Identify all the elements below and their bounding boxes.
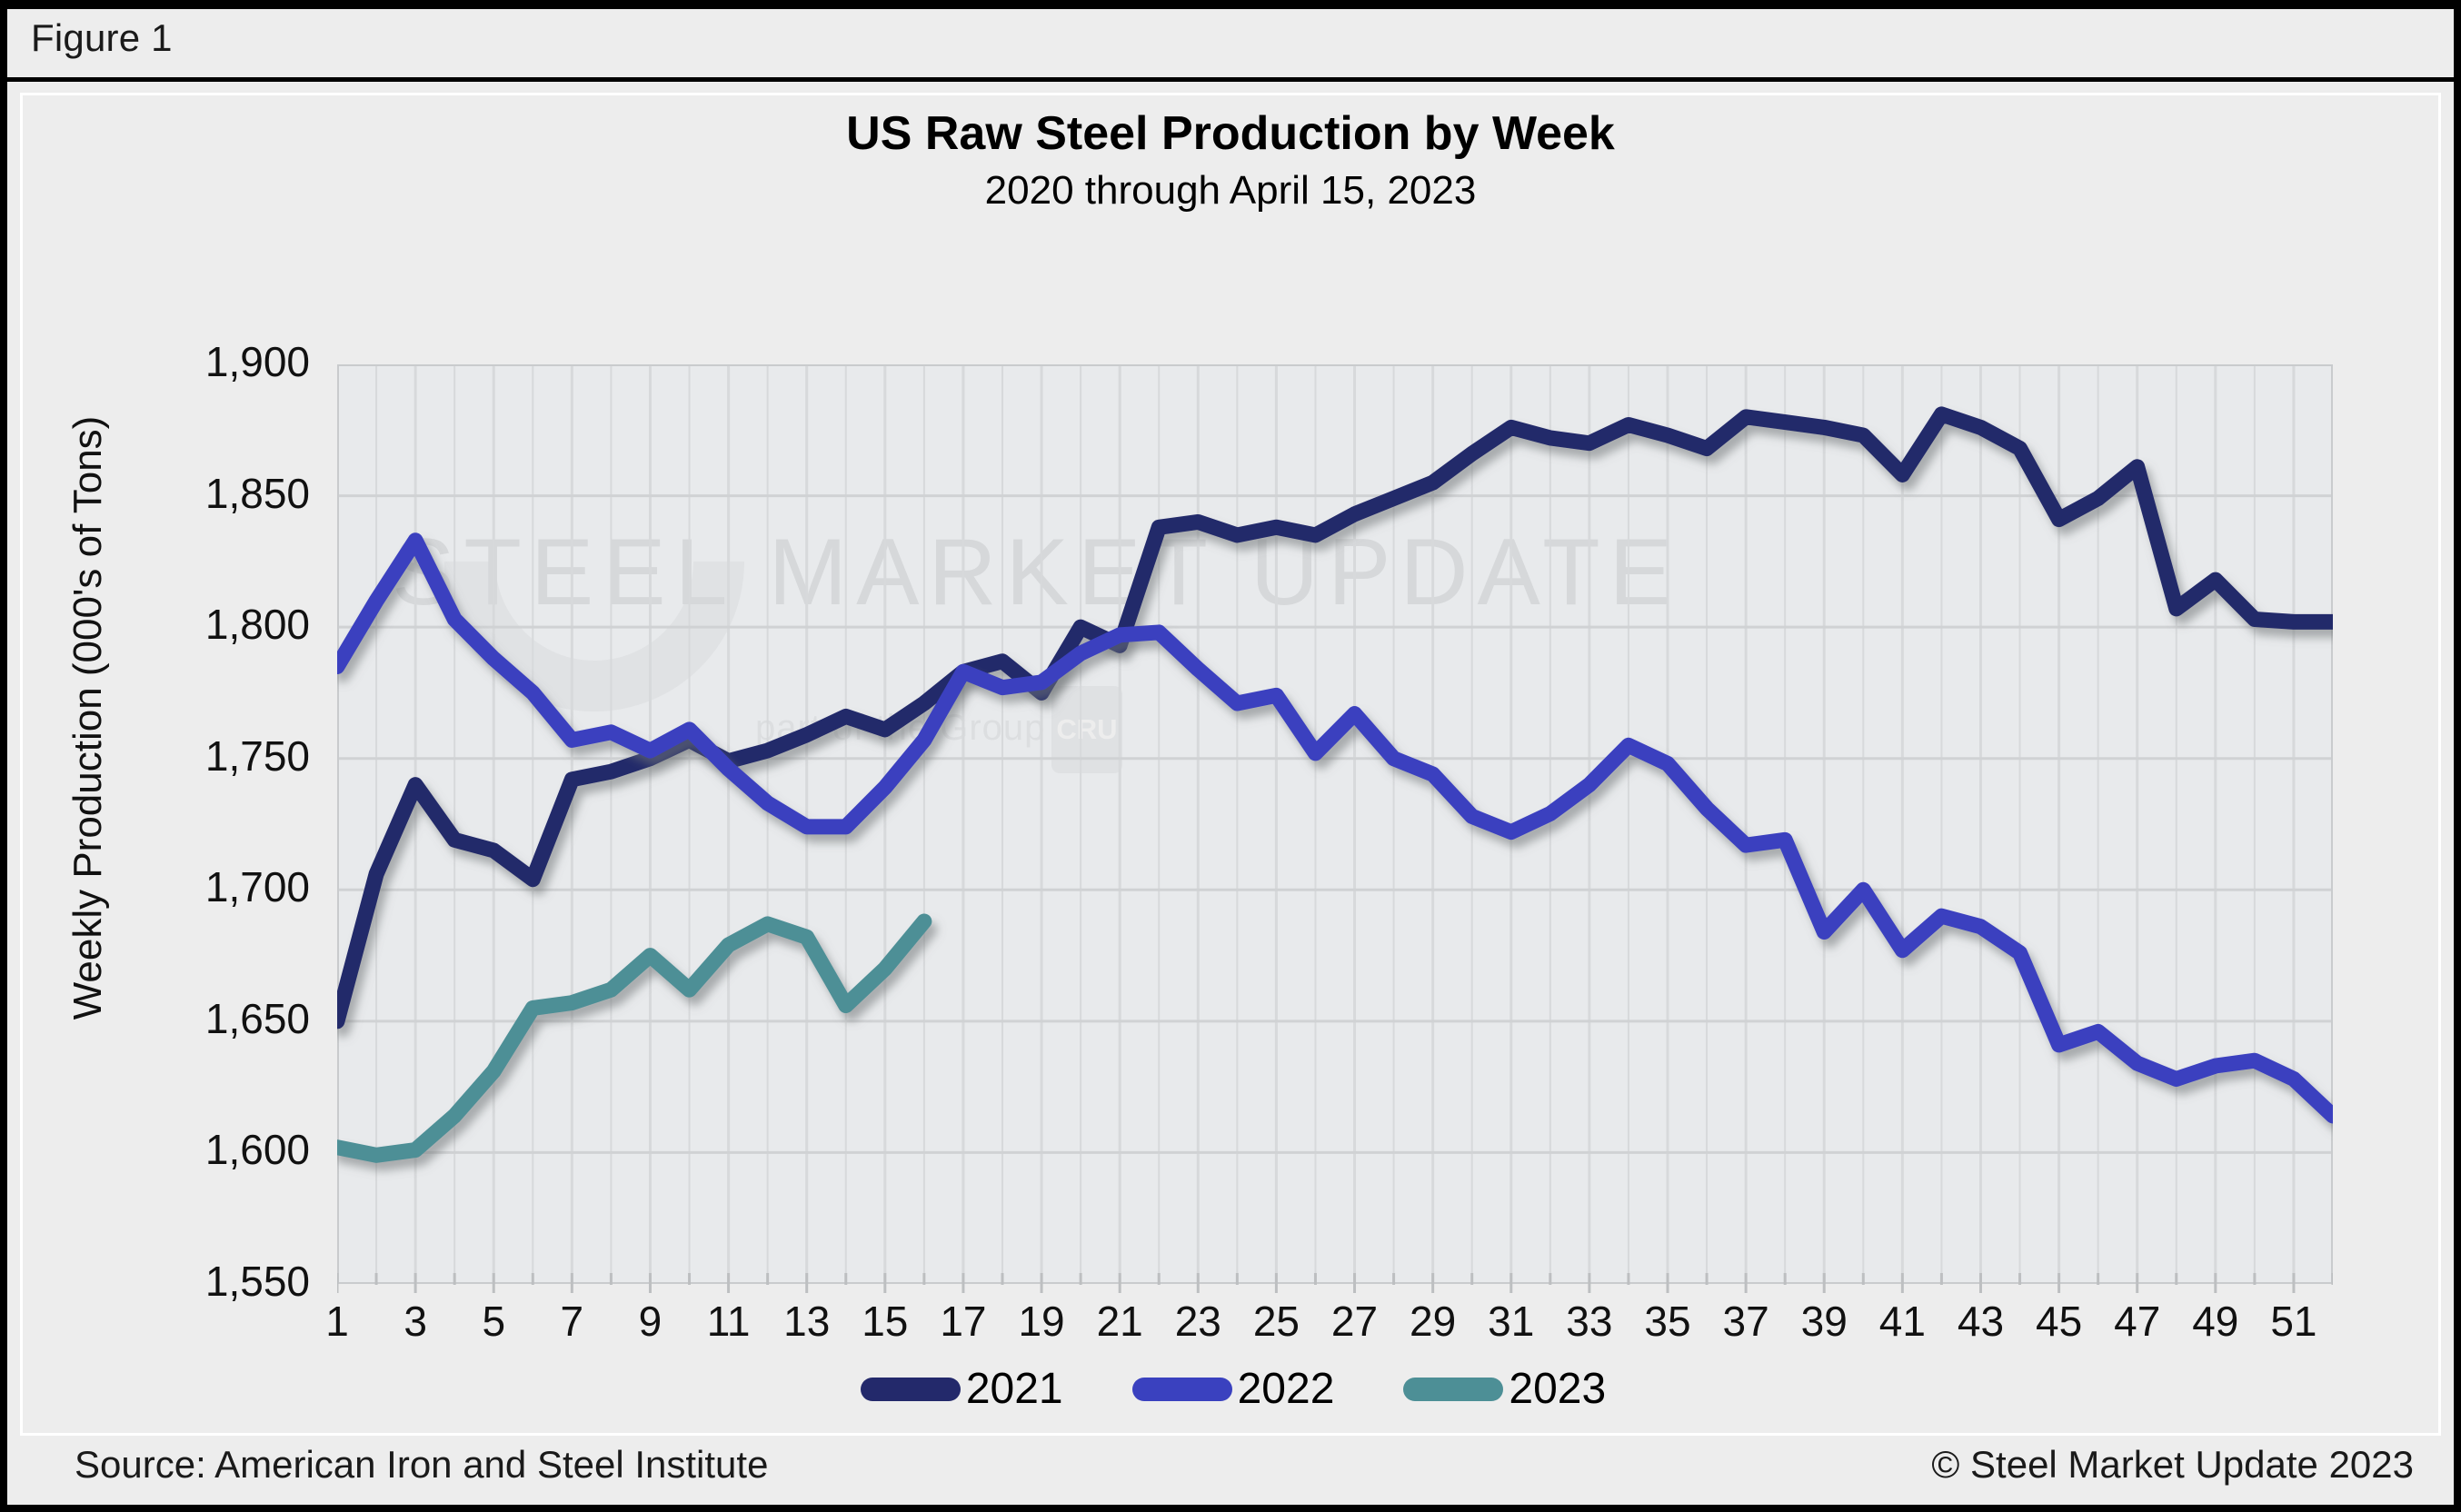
x-tick-label: 1 <box>325 1298 349 1345</box>
x-axis-ticks <box>337 1273 2333 1293</box>
gridlines <box>337 364 2333 1284</box>
plot-wrap: Weekly Production (000's of Tons) 1,900 1… <box>23 95 2444 1438</box>
figure-label: Figure 1 <box>31 16 173 59</box>
legend-item-2022[interactable]: 2022 <box>1131 1364 1335 1414</box>
footer-bar: Source: American Iron and Steel Institut… <box>20 1443 2441 1501</box>
x-tick-label: 35 <box>1644 1298 1691 1345</box>
legend-swatch-2022 <box>1131 1377 1232 1401</box>
x-tick-label: 37 <box>1722 1298 1769 1345</box>
y-axis-tick-labels: 1,900 1,850 1,800 1,750 1,700 1,650 1,600 1,550 <box>23 338 310 1305</box>
x-tick-label: 27 <box>1330 1298 1379 1345</box>
x-tick-label: 17 <box>940 1298 987 1345</box>
x-tick-label: 7 <box>560 1298 584 1345</box>
x-tick-label: 11 <box>706 1298 751 1345</box>
x-tick-label: 5 <box>482 1298 506 1345</box>
copyright-text: © Steel Market Update 2023 <box>1931 1443 2414 1486</box>
y-tick-label: 1,850 <box>204 469 310 517</box>
x-tick-label: 51 <box>2270 1298 2317 1345</box>
x-tick-label: 25 <box>1252 1298 1300 1345</box>
x-tick-label: 43 <box>1957 1298 2005 1345</box>
chart-legend: 2021 2022 2023 <box>23 1364 2444 1414</box>
series-line-2021 <box>337 406 2333 1030</box>
y-tick-label: 1,750 <box>204 731 310 780</box>
x-tick-label: 23 <box>1174 1298 1221 1345</box>
x-tick-label: 39 <box>1800 1298 1848 1345</box>
plot-svg <box>337 364 2333 1284</box>
x-tick-label: 19 <box>1018 1298 1065 1345</box>
legend-label-2021: 2021 <box>965 1365 1063 1413</box>
series-lines <box>337 406 2333 1163</box>
x-tick-label: 29 <box>1410 1298 1457 1345</box>
y-tick-label: 1,900 <box>204 338 310 385</box>
figure-label-bar: Figure 1 <box>7 9 2454 82</box>
series-line-2023 <box>337 913 932 1163</box>
chart-title: US Raw Steel Production by Week <box>846 107 1615 160</box>
x-axis-tick-labels: 1 3 5 7 9 11 13 15 17 19 21 23 25 27 29 31 33 35 37 39 41 43 4… <box>325 1273 2333 1360</box>
legend-label-2022: 2022 <box>1237 1365 1335 1413</box>
plot-area: STEEL MARKET UPDATE part of the Group CR… <box>337 349 2333 1284</box>
x-tick-label: 21 <box>1096 1298 1143 1345</box>
y-tick-label: 1,650 <box>204 994 310 1042</box>
chart-subtitle: 2020 through April 15, 2023 <box>984 168 1477 213</box>
y-tick-label: 1,800 <box>204 601 310 649</box>
x-tick-label: 33 <box>1566 1298 1613 1345</box>
legend-item-2023[interactable]: 2023 <box>1403 1364 1606 1414</box>
x-tick-label: 3 <box>404 1298 427 1345</box>
y-tick-label: 1,600 <box>204 1126 310 1174</box>
legend-label-2023: 2023 <box>1509 1365 1607 1413</box>
x-tick-label: 47 <box>2114 1298 2161 1345</box>
x-tick-label: 41 <box>1878 1298 1926 1345</box>
y-tick-label: 1,550 <box>204 1258 310 1305</box>
x-tick-label: 45 <box>2035 1298 2083 1345</box>
legend-swatch-2023 <box>1403 1377 1504 1401</box>
chart-panel: US Raw Steel Production by Week 2020 thr… <box>20 93 2441 1436</box>
source-text: Source: American Iron and Steel Institut… <box>75 1443 769 1486</box>
legend-item-2021[interactable]: 2021 <box>860 1364 1063 1414</box>
x-tick-label: 31 <box>1488 1298 1535 1345</box>
x-tick-label: 49 <box>2192 1298 2239 1345</box>
x-tick-label: 15 <box>862 1298 909 1345</box>
series-line-2022 <box>337 532 2333 1124</box>
x-tick-label: 13 <box>783 1298 831 1345</box>
y-tick-label: 1,700 <box>204 863 310 911</box>
x-tick-label: 9 <box>638 1298 663 1345</box>
legend-swatch-2021 <box>860 1377 961 1401</box>
figure-card: Figure 1 US Raw Steel Production by Week… <box>7 9 2454 1505</box>
